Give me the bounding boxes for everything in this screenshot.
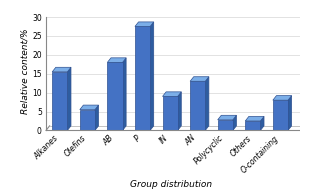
Polygon shape [178, 92, 181, 130]
Polygon shape [205, 77, 209, 130]
Polygon shape [135, 26, 150, 130]
Polygon shape [80, 110, 95, 130]
Polygon shape [245, 116, 264, 121]
Polygon shape [108, 62, 123, 130]
Polygon shape [135, 22, 154, 26]
Polygon shape [273, 100, 288, 130]
Polygon shape [67, 67, 71, 130]
Polygon shape [260, 116, 264, 130]
Polygon shape [163, 96, 178, 130]
Polygon shape [273, 96, 292, 100]
Polygon shape [163, 92, 181, 96]
Polygon shape [288, 96, 292, 130]
X-axis label: Group distribution: Group distribution [130, 180, 213, 189]
Polygon shape [245, 121, 260, 130]
Y-axis label: Relative content/%: Relative content/% [20, 28, 29, 114]
Polygon shape [218, 120, 233, 130]
Polygon shape [233, 115, 236, 130]
Polygon shape [123, 58, 126, 130]
Polygon shape [150, 22, 154, 130]
Polygon shape [52, 72, 67, 130]
Polygon shape [190, 81, 205, 130]
Polygon shape [108, 58, 126, 62]
Polygon shape [95, 105, 99, 130]
Polygon shape [190, 77, 209, 81]
Polygon shape [80, 105, 99, 110]
Polygon shape [218, 115, 236, 120]
Polygon shape [52, 67, 71, 72]
